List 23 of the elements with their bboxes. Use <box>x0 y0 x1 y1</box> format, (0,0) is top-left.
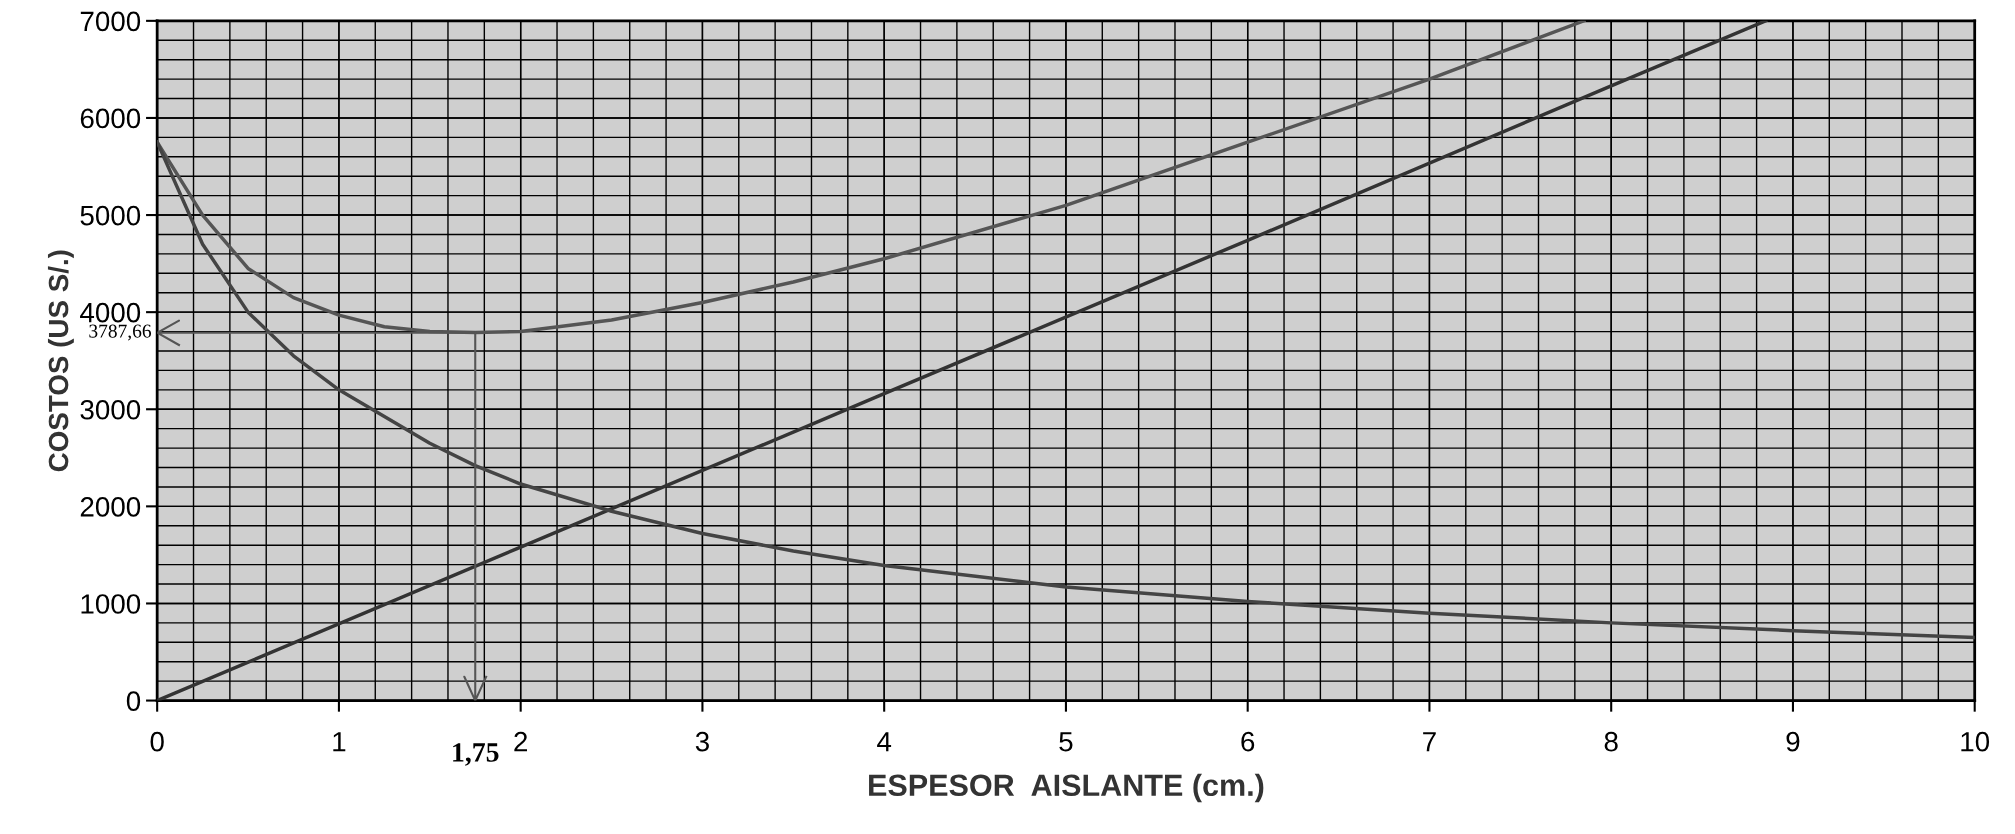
x-tick-label: 10 <box>1961 731 1990 752</box>
ref-line-label: 1,75 <box>453 743 499 766</box>
ref-line-label: 3787,66 <box>89 324 152 341</box>
x-tick-label: 1 <box>333 732 346 752</box>
y-tick-label: 1000 <box>81 594 141 614</box>
x-tick-label: 3 <box>695 731 709 752</box>
x-tick-label: 2 <box>514 731 528 752</box>
x-tick-label: 4 <box>877 732 892 752</box>
y-tick-label: 5000 <box>80 205 141 226</box>
y-tick-label: 2000 <box>80 497 141 517</box>
y-tick-label: 0 <box>126 691 141 711</box>
x-tick-label: 7 <box>1423 732 1436 752</box>
y-axis-title: COSTOS (US S/.) <box>47 250 74 472</box>
x-tick-label: 5 <box>1059 732 1073 752</box>
y-tick-label: 3000 <box>80 399 141 420</box>
y-tick-label: 6000 <box>80 108 141 129</box>
x-tick-label: 6 <box>1241 731 1255 752</box>
x-tick-label: 0 <box>150 731 164 752</box>
x-tick-label: 9 <box>1786 731 1800 752</box>
y-tick-label: 7000 <box>80 11 141 32</box>
x-axis-title: ESPESOR AISLANTE (cm.) <box>869 773 1264 803</box>
y-tick-label: 4000 <box>80 302 141 323</box>
x-tick-label: 8 <box>1604 731 1618 752</box>
